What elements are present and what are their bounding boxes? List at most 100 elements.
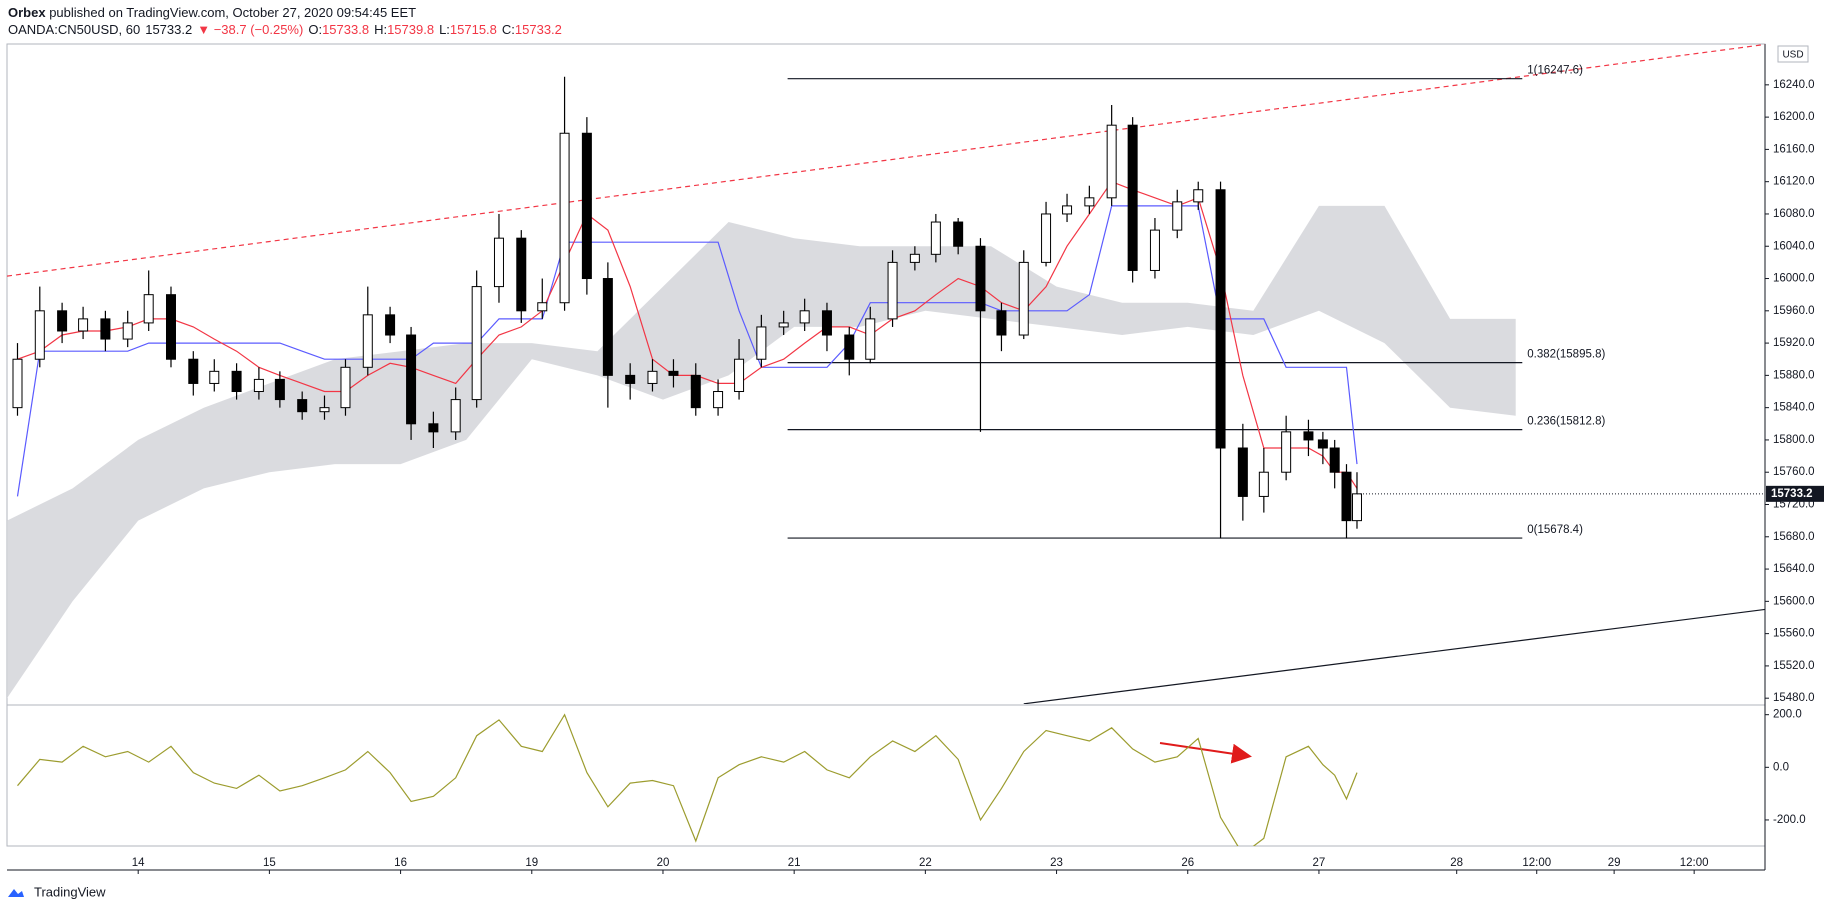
currency: USD <box>1782 50 1803 61</box>
cci-tick-label: 200.0 <box>1773 709 1802 721</box>
candle-body <box>690 374 701 409</box>
last-price-label: 15733.2 <box>1771 488 1813 500</box>
y-tick-label: 15560.0 <box>1773 628 1815 640</box>
x-tick-label: 23 <box>1050 857 1063 869</box>
o-label: O: <box>308 22 323 37</box>
change: ▼ −38.7 (−0.25%) <box>197 22 304 37</box>
y-tick-label: 16160.0 <box>1773 143 1815 155</box>
annotation-arrow <box>1159 742 1252 764</box>
candle-body <box>450 399 461 433</box>
candle-body <box>188 358 199 384</box>
fib-label: 0(15678.4) <box>1527 524 1583 536</box>
candle-body <box>1127 124 1138 271</box>
y-tick-label: 16000.0 <box>1773 273 1815 285</box>
candle-body <box>1106 124 1117 199</box>
candle-body <box>165 294 176 360</box>
candle-body <box>996 310 1007 336</box>
x-tick-label: 15 <box>263 857 276 869</box>
candle-body <box>581 132 592 280</box>
y-tick-label: 15800.0 <box>1773 434 1815 446</box>
footer: TradingView <box>34 884 106 899</box>
candle-body <box>1341 471 1352 522</box>
candle-body <box>537 302 548 312</box>
last: 15733.2 <box>145 22 193 37</box>
y-tick-label: 15960.0 <box>1773 305 1815 317</box>
trendline <box>1023 608 1765 704</box>
candle-body <box>209 370 220 384</box>
fib-label: 0.236(15812.8) <box>1527 416 1605 428</box>
x-tick-label: 29 <box>1608 857 1621 869</box>
published: published on TradingView.com, October 27… <box>49 5 417 20</box>
y-tick-label: 16240.0 <box>1773 79 1815 91</box>
candle-body <box>1041 213 1052 263</box>
candle-body <box>602 278 613 376</box>
candle-body <box>362 314 373 368</box>
candle-body <box>493 237 504 288</box>
candle-body <box>844 334 855 360</box>
y-tick-label: 16120.0 <box>1773 176 1815 188</box>
candle-body <box>1281 431 1292 473</box>
candle-body <box>930 221 941 255</box>
y-tick-label: 15520.0 <box>1773 660 1815 672</box>
candle-body <box>865 318 876 360</box>
x-tick-label: 22 <box>919 857 932 869</box>
candle-body <box>756 326 767 360</box>
candle-body <box>253 378 264 393</box>
candle-body <box>231 370 242 393</box>
high: 15739.8 <box>387 22 435 37</box>
x-tick-label: 20 <box>657 857 670 869</box>
candle-body <box>821 310 832 336</box>
candle-body <box>100 318 111 340</box>
x-tick-label: 19 <box>525 857 538 869</box>
author: Orbex <box>8 5 46 20</box>
y-tick-label: 15600.0 <box>1773 595 1815 607</box>
candle-body <box>319 407 330 413</box>
candle-body <box>713 391 724 409</box>
candle-body <box>647 370 658 384</box>
candle-body <box>1215 189 1226 449</box>
header-line: Orbex published on TradingView.com, Octo… <box>8 4 567 21</box>
candle-body <box>385 314 396 336</box>
logo <box>8 889 24 897</box>
l-label: L: <box>439 22 450 37</box>
candle-body <box>1303 431 1314 441</box>
y-tick-label: 15840.0 <box>1773 402 1815 414</box>
candle-body <box>1062 205 1073 215</box>
candle-body <box>975 245 986 312</box>
candle-body <box>406 334 417 425</box>
main-pane: 1(16247.6) 0.382(15895.8) 0.236(15812.8) 0(… <box>7 44 1765 704</box>
x-tick-label: 14 <box>132 857 145 869</box>
y-tick-label: 15640.0 <box>1773 563 1815 575</box>
candle-body <box>340 366 351 409</box>
cci-pane <box>17 713 1358 846</box>
candle-body <box>1018 261 1029 336</box>
header-line: OANDA:CN50USD, 60 15733.2 ▼ −38.7 (−0.25%)… <box>8 21 567 38</box>
candle-body <box>887 261 898 320</box>
x-tick-label: 27 <box>1313 857 1326 869</box>
fib-label: 0.382(15895.8) <box>1527 349 1605 361</box>
y-tick-label: 16080.0 <box>1773 208 1815 220</box>
symbol: OANDA:CN50USD, 60 <box>8 22 141 37</box>
candle-body <box>143 294 154 324</box>
ichimoku-cloud <box>7 205 1516 699</box>
candle-body <box>12 358 23 409</box>
candle-body <box>471 286 482 401</box>
cci-tick-label: -200.0 <box>1773 814 1806 826</box>
candle-body <box>34 310 45 360</box>
cci-line <box>17 713 1358 846</box>
close: 15733.2 <box>514 22 562 37</box>
c-label: C: <box>501 22 515 37</box>
candle-body <box>668 370 679 376</box>
x-tick-label: 21 <box>788 857 801 869</box>
candle-body <box>122 322 133 340</box>
tenkan-line <box>17 180 1358 489</box>
candle-body <box>559 132 570 304</box>
trendline <box>7 44 1765 277</box>
candle-body <box>909 253 920 263</box>
currency-box <box>1777 45 1809 63</box>
x-tick-label: 16 <box>394 857 407 869</box>
candle-body <box>1329 447 1340 473</box>
candle-body <box>734 358 745 393</box>
